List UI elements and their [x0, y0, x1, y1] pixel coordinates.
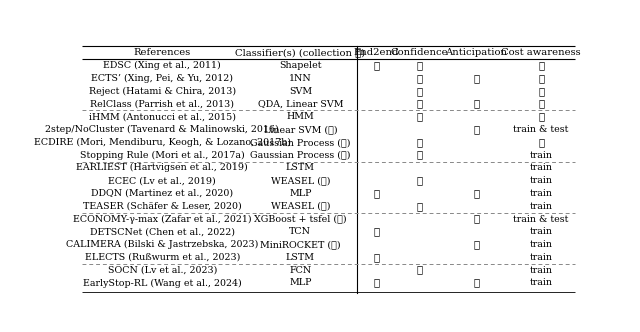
Text: ✓: ✓: [473, 279, 479, 288]
Text: train & test: train & test: [513, 125, 569, 134]
Text: train: train: [530, 227, 553, 236]
Text: ELECTS (Rußwurm et al., 2023): ELECTS (Rußwurm et al., 2023): [84, 253, 240, 262]
Text: ✓: ✓: [417, 202, 422, 211]
Text: Anticipation: Anticipation: [445, 48, 508, 57]
Text: Classifier(s) (collection ✓): Classifier(s) (collection ✓): [236, 48, 365, 57]
Text: ✗: ✗: [538, 87, 544, 96]
Text: EarlyStop-RL (Wang et al., 2024): EarlyStop-RL (Wang et al., 2024): [83, 279, 242, 288]
Text: TCN: TCN: [289, 227, 311, 236]
Text: train: train: [530, 176, 553, 185]
Text: DDQN (Martinez et al., 2020): DDQN (Martinez et al., 2020): [92, 189, 234, 198]
Text: ECDIRE (Mori, Mendiburu, Keogh, & Lozano, 2017b): ECDIRE (Mori, Mendiburu, Keogh, & Lozano…: [34, 138, 291, 147]
Text: ✓: ✓: [373, 61, 379, 70]
Text: ✓: ✓: [417, 266, 422, 275]
Text: FCN: FCN: [289, 266, 312, 275]
Text: ✓: ✓: [417, 151, 422, 160]
Text: train: train: [530, 266, 553, 275]
Text: Linear SVM (✓): Linear SVM (✓): [264, 125, 337, 134]
Text: 1NN: 1NN: [289, 74, 312, 83]
Text: EDSC (Xing et al., 2011): EDSC (Xing et al., 2011): [104, 61, 221, 70]
Text: ✓: ✓: [373, 279, 379, 288]
Text: TEASER (Schäfer & Leser, 2020): TEASER (Schäfer & Leser, 2020): [83, 202, 242, 211]
Text: train: train: [530, 279, 553, 288]
Text: ✓: ✓: [417, 112, 422, 121]
Text: 2step/NoCluster (Tavenard & Malinowski, 2016): 2step/NoCluster (Tavenard & Malinowski, …: [45, 125, 279, 134]
Text: Cost awareness: Cost awareness: [501, 48, 581, 57]
Text: WEASEL (✓): WEASEL (✓): [271, 176, 330, 185]
Text: train & test: train & test: [513, 214, 569, 223]
Text: ECTS’ (Xing, Pei, & Yu, 2012): ECTS’ (Xing, Pei, & Yu, 2012): [92, 74, 234, 83]
Text: Gaussian Process (✓): Gaussian Process (✓): [250, 138, 351, 147]
Text: ✓: ✓: [417, 138, 422, 147]
Text: ✗: ✗: [538, 138, 544, 147]
Text: ✗: ✗: [538, 74, 544, 83]
Text: EARLIEST (Hartvigsen et al., 2019): EARLIEST (Hartvigsen et al., 2019): [76, 163, 248, 173]
Text: ECONOMY-γ-max (Zafar et al., 2021): ECONOMY-γ-max (Zafar et al., 2021): [73, 214, 252, 224]
Text: train: train: [530, 163, 553, 172]
Text: References: References: [134, 48, 191, 57]
Text: ✗: ✗: [538, 61, 544, 70]
Text: ✗: ✗: [538, 112, 544, 121]
Text: RelClass (Parrish et al., 2013): RelClass (Parrish et al., 2013): [90, 100, 234, 109]
Text: MLP: MLP: [289, 279, 312, 288]
Text: iHMM (Antonucci et al., 2015): iHMM (Antonucci et al., 2015): [89, 112, 236, 121]
Text: ✗: ✗: [538, 100, 544, 109]
Text: Reject (Hatami & Chira, 2013): Reject (Hatami & Chira, 2013): [89, 87, 236, 96]
Text: train: train: [530, 189, 553, 198]
Text: SOCN (Lv et al., 2023): SOCN (Lv et al., 2023): [108, 266, 217, 275]
Text: CALIMERA (Bilski & Jastrzebska, 2023): CALIMERA (Bilski & Jastrzebska, 2023): [66, 240, 259, 249]
Text: ✓: ✓: [417, 100, 422, 109]
Text: ✓: ✓: [473, 214, 479, 223]
Text: ✓: ✓: [473, 100, 479, 109]
Text: train: train: [530, 151, 553, 160]
Text: QDA, Linear SVM: QDA, Linear SVM: [257, 100, 343, 109]
Text: WEASEL (✓): WEASEL (✓): [271, 202, 330, 211]
Text: train: train: [530, 240, 553, 249]
Text: SVM: SVM: [289, 87, 312, 96]
Text: Confidence: Confidence: [390, 48, 448, 57]
Text: ✓: ✓: [417, 87, 422, 96]
Text: LSTM: LSTM: [286, 163, 315, 172]
Text: HMM: HMM: [287, 112, 314, 121]
Text: Shapelet: Shapelet: [279, 61, 321, 70]
Text: XGBoost + tsfel (✓): XGBoost + tsfel (✓): [254, 214, 347, 223]
Text: train: train: [530, 253, 553, 262]
Text: Gaussian Process (✓): Gaussian Process (✓): [250, 151, 351, 160]
Text: ECEC (Lv et al., 2019): ECEC (Lv et al., 2019): [108, 176, 216, 185]
Text: End2end: End2end: [353, 48, 399, 57]
Text: ✓: ✓: [417, 74, 422, 83]
Text: Stopping Rule (Mori et al., 2017a): Stopping Rule (Mori et al., 2017a): [80, 151, 244, 160]
Text: ✓: ✓: [417, 176, 422, 185]
Text: ✓: ✓: [417, 61, 422, 70]
Text: ✓: ✓: [373, 189, 379, 198]
Text: train: train: [530, 202, 553, 211]
Text: ✓: ✓: [473, 125, 479, 134]
Text: ✓: ✓: [373, 227, 379, 236]
Text: LSTM: LSTM: [286, 253, 315, 262]
Text: ✓: ✓: [373, 253, 379, 262]
Text: ✓: ✓: [473, 189, 479, 198]
Text: ✓: ✓: [473, 74, 479, 83]
Text: MLP: MLP: [289, 189, 312, 198]
Text: MiniROCKET (✓): MiniROCKET (✓): [260, 240, 340, 249]
Text: ✓: ✓: [473, 240, 479, 249]
Text: DETSCNet (Chen et al., 2022): DETSCNet (Chen et al., 2022): [90, 227, 235, 236]
